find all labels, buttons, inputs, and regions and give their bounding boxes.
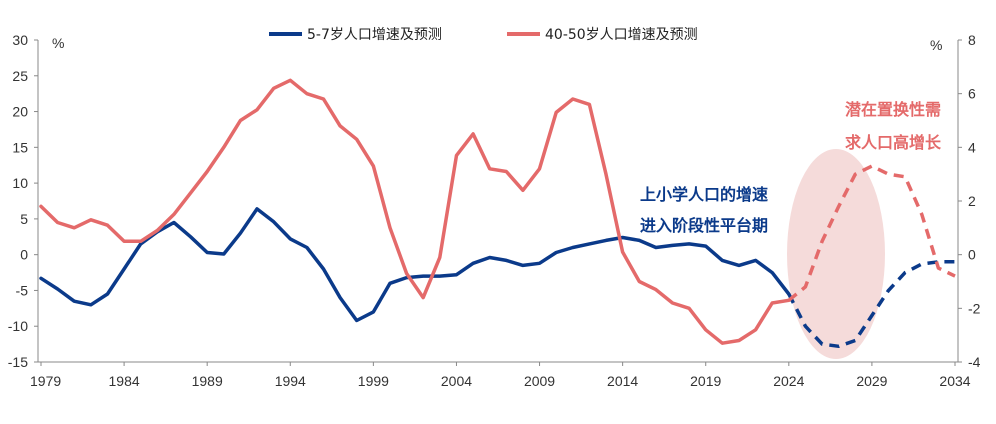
left-tick-label-5: 5: [20, 211, 28, 227]
legend: 5-7岁人口增速及预测 40-50岁人口增速及预测: [269, 27, 698, 43]
left-tick-label-9: -15: [8, 354, 28, 370]
x-tick-label-2: 1989: [192, 373, 223, 389]
left-tick-label-0: 30: [12, 32, 28, 48]
x-tick-label-8: 2019: [690, 373, 721, 389]
x-tick-label-0: 1979: [30, 373, 61, 389]
left-tick-label-7: -5: [16, 282, 29, 298]
series-1-actual-line: [39, 78, 791, 345]
series-1-forecast-line: [787, 164, 956, 302]
x-tick-label-11: 2034: [939, 373, 970, 389]
series-0-actual-line: [39, 207, 791, 323]
forecast-highlight-ellipse: [787, 149, 885, 359]
x-tick-label-9: 2024: [773, 373, 804, 389]
x-tick-label-7: 2014: [607, 373, 638, 389]
left-tick-label-3: 15: [12, 139, 28, 155]
series-layer: [39, 78, 956, 349]
annotation-red-line1: 潜在置换性需: [845, 100, 941, 119]
left-tick-label-2: 20: [12, 104, 28, 120]
right-tick-label-6: -4: [968, 354, 981, 370]
x-tick-label-1: 1984: [109, 373, 140, 389]
series-0-forecast-line: [787, 260, 955, 349]
x-tick-label-5: 2004: [441, 373, 472, 389]
annotation-red-line2: 求人口高增长: [845, 133, 942, 152]
left-tick-label-6: 0: [20, 247, 28, 263]
right-y-tick-labels: 8 6 4 2 0 -2 -4: [958, 32, 981, 370]
x-tick-label-3: 1994: [275, 373, 306, 389]
left-tick-label-4: 10: [12, 175, 28, 191]
legend-label-5-7: 5-7岁人口增速及预测: [307, 27, 442, 43]
left-tick-label-1: 25: [12, 68, 28, 84]
right-unit-label: %: [930, 37, 942, 53]
right-tick-label-4: 0: [968, 247, 976, 263]
x-tick-label-10: 2029: [856, 373, 887, 389]
legend-label-40-50: 40-50岁人口增速及预测: [545, 27, 698, 43]
annotation-blue-line1: 上小学人口的增速: [640, 185, 768, 204]
annotation-blue-line2: 进入阶段性平台期: [640, 216, 768, 235]
x-tick-label-6: 2009: [524, 373, 555, 389]
x-tick-label-4: 1999: [358, 373, 389, 389]
right-tick-label-5: -2: [968, 300, 981, 316]
right-tick-label-2: 4: [968, 139, 976, 155]
left-tick-label-8: -10: [8, 318, 28, 334]
right-tick-label-0: 8: [968, 32, 976, 48]
left-unit-label: %: [52, 35, 64, 51]
right-tick-label-3: 2: [968, 193, 976, 209]
x-tick-labels: 1979 1984 1989 1994 1999 2004 2009 2014 2019 2024…: [30, 362, 971, 389]
right-tick-label-1: 6: [968, 86, 976, 102]
left-y-tick-labels: 30 25 20 15 10 5 0 -5 -10 -15: [8, 32, 38, 370]
